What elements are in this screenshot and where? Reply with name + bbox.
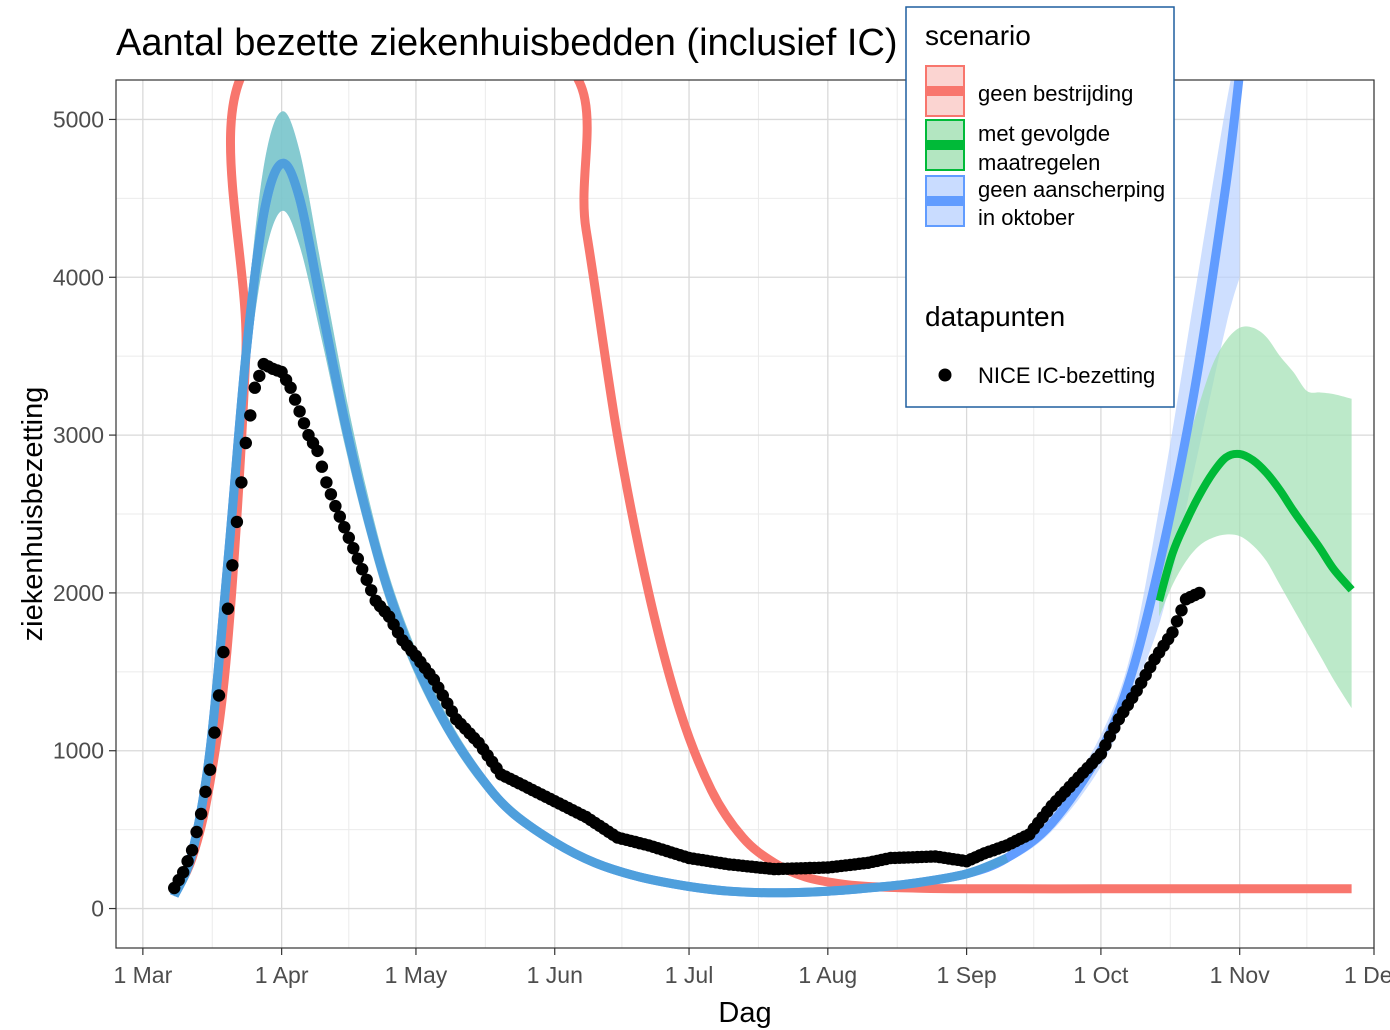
data-point <box>217 645 230 659</box>
band-met-gevolgde-maatregelen <box>1159 326 1352 709</box>
data-point <box>320 476 333 489</box>
legend-key-line <box>926 86 964 96</box>
legend-key-line <box>926 140 964 150</box>
data-point <box>181 855 194 868</box>
x-tick-label: 1 Mar <box>113 962 172 988</box>
plot-border <box>115 79 1375 949</box>
data-point <box>356 563 369 576</box>
data-point <box>347 542 360 555</box>
x-tick-label: 1 Dec <box>1344 962 1390 988</box>
plot-area <box>168 80 1355 898</box>
x-tick-label: 1 Nov <box>1210 962 1271 988</box>
y-tick-label: 5000 <box>53 106 104 132</box>
chart-title: Aantal bezette ziekenhuisbedden (inclusi… <box>116 22 898 64</box>
grid <box>116 80 1375 948</box>
data-point <box>1193 586 1206 600</box>
data-point <box>208 726 221 739</box>
axis-ticks: 1 Mar 1 Apr 1 May 1 Jun 1 Jul 1 Aug 1 Sep 1 Oct… <box>53 106 1390 988</box>
data-point <box>293 405 306 418</box>
legend-title-datapunten: datapunten <box>925 301 1065 332</box>
legend-title-scenario: scenario <box>925 20 1031 51</box>
x-tick-label: 1 Sep <box>937 962 997 988</box>
data-point <box>185 844 199 857</box>
data-point <box>203 763 217 776</box>
data-point <box>342 531 355 544</box>
data-point <box>288 393 302 406</box>
legend-label: NICE IC-bezetting <box>978 363 1155 388</box>
data-point <box>324 488 338 501</box>
data-point <box>315 460 329 473</box>
x-tick-label: 1 Jul <box>665 962 714 988</box>
legend: scenario geen bestrijding met gevolgde maa… <box>905 6 1175 408</box>
y-tick-label: 4000 <box>53 264 104 290</box>
x-tick-label: 1 Apr <box>255 962 309 988</box>
legend-key-point <box>938 368 952 382</box>
data-point <box>284 381 297 394</box>
data-point <box>190 825 203 839</box>
data-point <box>1175 604 1188 617</box>
data-point <box>329 499 342 513</box>
data-point <box>244 409 257 422</box>
line-met-gevolgde-maatregelen <box>1155 449 1355 602</box>
data-point <box>221 602 235 615</box>
data-point <box>194 807 208 821</box>
data-point <box>177 866 190 879</box>
y-tick-label: 3000 <box>53 422 104 448</box>
data-point <box>360 573 373 586</box>
legend-key-line <box>926 196 964 206</box>
x-tick-label: 1 Aug <box>798 962 857 988</box>
x-tick-label: 1 Jun <box>527 962 583 988</box>
y-tick-label: 0 <box>91 896 104 922</box>
data-point <box>311 444 324 458</box>
data-point <box>338 521 351 534</box>
data-point <box>226 559 239 572</box>
data-point <box>351 552 364 565</box>
data-point <box>253 369 266 383</box>
y-tick-label: 2000 <box>53 580 104 606</box>
data-point <box>235 476 248 489</box>
legend-label: geen bestrijding <box>978 81 1133 106</box>
legend-label: met gevolgde <box>978 121 1110 146</box>
data-point <box>333 510 346 523</box>
x-tick-label: 1 Oct <box>1073 962 1129 988</box>
data-point <box>212 689 226 702</box>
x-axis-title: Dag <box>718 997 771 1029</box>
data-point <box>230 515 244 529</box>
data-point <box>365 584 378 597</box>
x-tick-label: 1 May <box>385 962 448 988</box>
legend-label: maatregelen <box>978 150 1100 175</box>
data-point <box>199 785 212 798</box>
data-point <box>1170 615 1184 628</box>
data-point <box>248 381 261 394</box>
legend-label: in oktober <box>978 205 1075 230</box>
data-point <box>239 436 252 450</box>
y-axis-title: ziekenhuisbezetting <box>17 387 49 642</box>
data-point <box>297 417 311 430</box>
legend-label: geen aanscherping <box>978 177 1165 202</box>
y-tick-label: 1000 <box>53 738 104 764</box>
data-point <box>1166 626 1179 639</box>
